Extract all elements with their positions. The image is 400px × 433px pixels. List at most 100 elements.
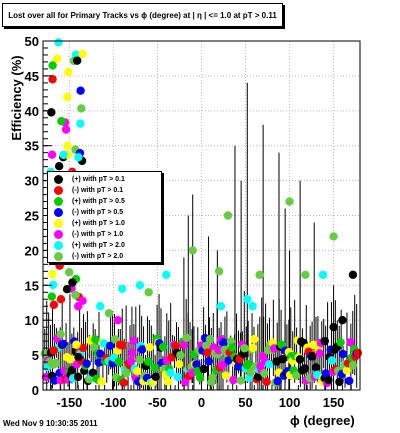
data-point	[324, 375, 333, 385]
data-point	[96, 349, 105, 358]
data-point	[195, 373, 205, 382]
data-point	[224, 356, 233, 365]
data-point	[214, 267, 224, 276]
data-point	[227, 343, 237, 352]
data-point	[214, 345, 223, 355]
data-point	[91, 335, 100, 344]
data-point	[49, 346, 58, 355]
data-point	[338, 316, 347, 325]
data-point	[76, 119, 85, 128]
data-point	[133, 367, 142, 376]
legend-entry: (+) with pT > 0.5	[48, 196, 161, 207]
data-point	[248, 302, 257, 311]
data-point	[48, 75, 57, 84]
data-point	[204, 356, 213, 366]
data-point	[89, 343, 99, 352]
legend-marker	[54, 208, 63, 217]
data-point	[295, 355, 305, 364]
data-point	[55, 261, 64, 270]
data-point	[144, 288, 153, 297]
x-tick-label: 150	[323, 395, 345, 410]
x-tick-label: -150	[56, 395, 82, 410]
data-point	[63, 141, 72, 150]
data-point	[221, 371, 231, 380]
legend-entry: (+) with pT > 0.1	[48, 174, 161, 185]
data-point	[137, 345, 147, 354]
data-point	[62, 285, 72, 294]
data-point	[48, 61, 57, 70]
data-point	[110, 335, 120, 344]
x-tick-label: 50	[238, 395, 252, 410]
data-point	[158, 342, 168, 352]
data-point	[300, 364, 310, 373]
data-point	[145, 343, 154, 352]
x-tick-label: -50	[148, 395, 167, 410]
data-point	[273, 377, 282, 386]
data-point	[348, 361, 358, 370]
data-point	[114, 357, 123, 366]
y-tick-label: 20	[25, 243, 39, 258]
data-point	[188, 246, 197, 255]
legend-marker	[54, 186, 63, 195]
chart-title-box: Lost over all for Primary Tracks vs ϕ (d…	[2, 3, 283, 27]
data-point	[218, 360, 227, 370]
data-point	[118, 341, 127, 350]
data-point	[173, 372, 183, 382]
data-point	[61, 125, 71, 134]
data-point	[327, 356, 337, 365]
data-point	[229, 375, 238, 385]
data-point	[54, 38, 63, 47]
data-point	[105, 341, 115, 350]
data-point	[308, 352, 317, 361]
data-point	[219, 338, 228, 347]
data-point	[64, 67, 73, 77]
data-point	[76, 86, 85, 95]
data-point	[129, 336, 138, 346]
data-point	[47, 150, 57, 159]
data-point	[68, 278, 77, 287]
data-point	[52, 54, 62, 63]
legend-label: (-) with pT > 1.0	[72, 231, 124, 238]
legend-label: (-) with pT > 0.5	[72, 209, 124, 216]
data-point	[277, 340, 286, 349]
legend-marker	[54, 230, 63, 239]
data-point	[255, 270, 264, 280]
data-point	[202, 341, 211, 351]
data-point	[47, 292, 57, 301]
data-point	[47, 108, 56, 117]
x-tick-label: 0	[198, 395, 205, 410]
data-point	[128, 348, 137, 357]
data-point	[329, 232, 338, 241]
data-point	[336, 338, 345, 347]
data-point	[174, 359, 184, 369]
data-point	[88, 368, 98, 377]
chart-title: Lost over all for Primary Tracks vs ϕ (d…	[8, 10, 277, 20]
data-point	[278, 354, 287, 364]
y-axis-label: Efficiency (%)	[9, 55, 24, 141]
data-point	[48, 269, 57, 279]
data-point	[348, 270, 358, 280]
data-point	[66, 355, 75, 364]
data-point	[41, 372, 51, 382]
y-tick-label: 25	[25, 209, 39, 224]
data-point	[57, 116, 66, 126]
y-tick-label: 5	[32, 348, 39, 363]
data-point	[205, 334, 215, 344]
data-point	[63, 92, 72, 102]
data-point	[71, 290, 80, 300]
data-point	[113, 316, 123, 325]
legend-entry: (-) with pT > 1.0	[48, 229, 161, 240]
data-point	[342, 366, 351, 375]
timestamp: Wed Nov 9 10:30:35 2011	[3, 419, 98, 428]
data-point	[262, 377, 271, 387]
y-tick-label: 10	[25, 313, 39, 328]
data-point	[151, 372, 160, 382]
data-point	[318, 270, 328, 280]
data-point	[119, 378, 128, 387]
legend-label: (+) with pT > 2.0	[72, 242, 125, 249]
data-point	[320, 336, 329, 346]
y-tick-label: 45	[25, 69, 39, 84]
data-point	[259, 368, 269, 378]
legend-entry: (-) with pT > 0.5	[48, 207, 161, 218]
